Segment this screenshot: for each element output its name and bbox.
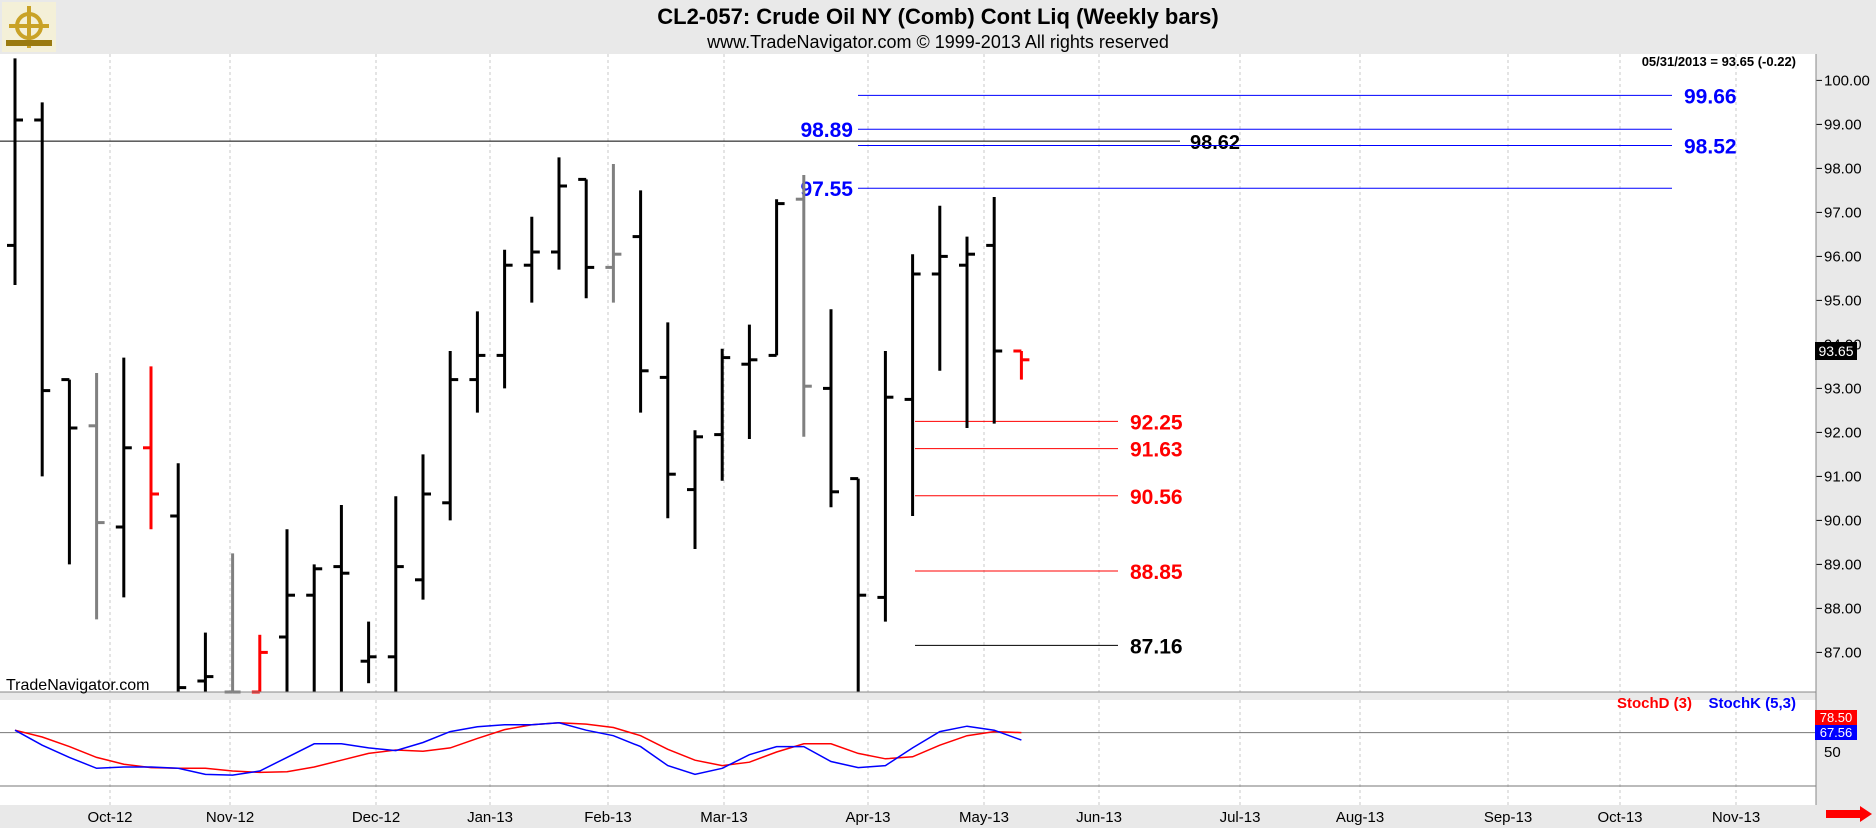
y-tick-label: 93.00 bbox=[1824, 380, 1862, 397]
projection-level-label: 98.89 bbox=[800, 119, 853, 142]
x-tick-label: Dec-12 bbox=[352, 809, 400, 826]
y-tick-label: 100.00 bbox=[1824, 72, 1870, 89]
projection-level-label: 90.56 bbox=[1130, 486, 1183, 509]
legend-stoch-k: StochK (5,3) bbox=[1708, 695, 1796, 712]
price-axis-area bbox=[1816, 54, 1876, 692]
legend-stoch-d: StochD (3) bbox=[1617, 695, 1692, 712]
projection-level-label: 98.52 bbox=[1684, 136, 1737, 159]
stoch-d-line bbox=[14, 722, 1022, 774]
stoch-k-line bbox=[14, 722, 1022, 776]
x-tick-label: Nov-12 bbox=[206, 809, 254, 826]
stoch-d-tag: 78.50 bbox=[1820, 710, 1853, 725]
y-tick-label: 90.00 bbox=[1824, 512, 1862, 529]
projection-level-label: 92.25 bbox=[1130, 411, 1183, 434]
reference-line-label: 98.62 bbox=[1190, 132, 1240, 154]
trade-navigator-logo-icon bbox=[2, 2, 56, 52]
x-tick-label: Feb-13 bbox=[584, 809, 632, 826]
stoch-plot-area bbox=[0, 700, 1816, 805]
x-tick-label: Apr-13 bbox=[845, 809, 890, 826]
price-plot-area bbox=[0, 54, 1816, 692]
y-tick-label: 95.00 bbox=[1824, 292, 1862, 309]
stoch-d-tag-bg bbox=[1815, 710, 1857, 725]
last-value-readout: 05/31/2013 = 93.65 (-0.22) bbox=[1642, 54, 1796, 69]
x-tick-label: Jul-13 bbox=[1220, 809, 1261, 826]
x-tick-label: May-13 bbox=[959, 809, 1009, 826]
projection-level-label: 88.85 bbox=[1130, 561, 1183, 584]
last-price-tag: 93.65 bbox=[1818, 343, 1853, 359]
x-tick-label: Oct-13 bbox=[1597, 809, 1642, 826]
y-tick-label: 97.00 bbox=[1824, 204, 1862, 221]
last-price-tag-bg bbox=[1815, 342, 1857, 360]
watermark-label: TradeNavigator.com bbox=[6, 677, 149, 694]
chart-subtitle: www.TradeNavigator.com © 1999-2013 All r… bbox=[707, 32, 1169, 52]
y-tick-label: 92.00 bbox=[1824, 424, 1862, 441]
y-tick-label: 99.00 bbox=[1824, 116, 1862, 133]
scroll-right-arrow-icon[interactable] bbox=[1826, 806, 1872, 822]
x-tick-label: Mar-13 bbox=[700, 809, 748, 826]
stoch-k-tag: 67.56 bbox=[1820, 725, 1853, 740]
x-tick-label: Jun-13 bbox=[1076, 809, 1122, 826]
y-tick-label: 88.00 bbox=[1824, 600, 1862, 617]
chart-title: CL2-057: Crude Oil NY (Comb) Cont Liq (W… bbox=[657, 4, 1219, 29]
y-tick-label: 96.00 bbox=[1824, 248, 1862, 265]
x-tick-label: Nov-13 bbox=[1712, 809, 1760, 826]
y-tick-label: 87.00 bbox=[1824, 644, 1862, 661]
projection-level-label: 91.63 bbox=[1130, 439, 1183, 462]
x-tick-label: Aug-13 bbox=[1336, 809, 1384, 826]
x-tick-label: Jan-13 bbox=[467, 809, 513, 826]
x-tick-label: Oct-12 bbox=[87, 809, 132, 826]
y-tick-label: 89.00 bbox=[1824, 556, 1862, 573]
x-tick-label: Sep-13 bbox=[1484, 809, 1532, 826]
y-tick-label: 98.00 bbox=[1824, 160, 1862, 177]
stoch-k-tag-bg bbox=[1815, 725, 1857, 740]
projection-level-label: 87.16 bbox=[1130, 635, 1183, 658]
stoch-y-tick-label: 50 bbox=[1824, 744, 1841, 761]
projection-level-label: 99.66 bbox=[1684, 85, 1737, 108]
projection-level-label: 97.55 bbox=[800, 178, 853, 201]
y-tick-label: 91.00 bbox=[1824, 468, 1862, 485]
